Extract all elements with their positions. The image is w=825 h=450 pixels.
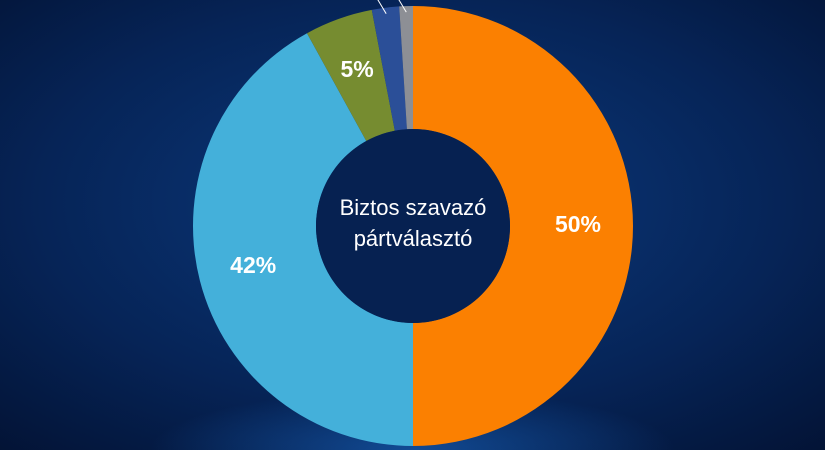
donut-hole xyxy=(316,129,510,323)
donut-slice xyxy=(399,6,413,130)
data-label: 42% xyxy=(230,252,276,278)
leader-line xyxy=(377,0,387,14)
center-label: pártválasztó xyxy=(354,226,473,251)
data-label: 50% xyxy=(555,211,601,237)
leader-line xyxy=(398,0,407,13)
data-label: 5% xyxy=(340,56,373,82)
donut-slice xyxy=(371,6,407,131)
donut-slice xyxy=(307,9,395,141)
donut-slice xyxy=(413,6,633,446)
center-label: Biztos szavazó xyxy=(340,195,487,220)
donut-slice xyxy=(192,33,413,447)
